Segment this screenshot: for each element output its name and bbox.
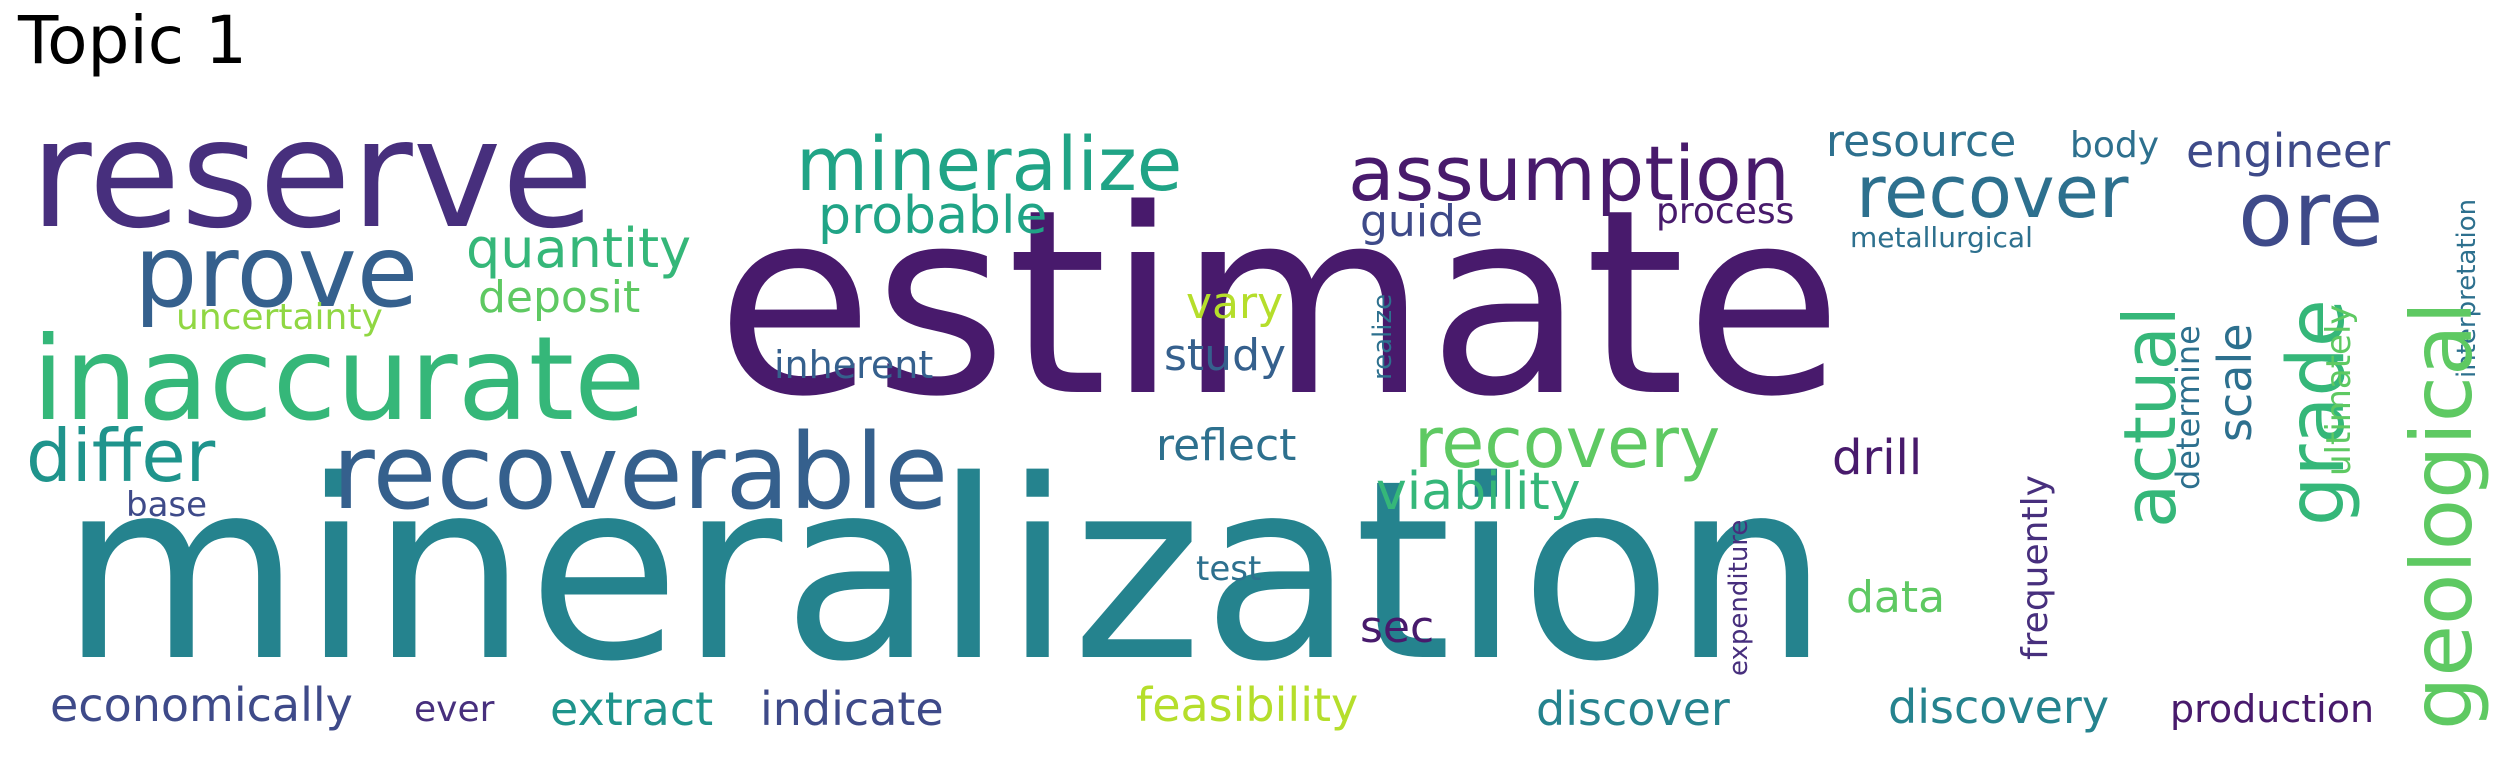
word-data: data (1846, 572, 1946, 623)
word-vary: vary (1186, 278, 1284, 329)
word-inaccurate: inaccurate (32, 312, 646, 447)
word-indicate: indicate (760, 682, 944, 736)
word-process: process (1656, 191, 1795, 232)
word-test: test (1196, 549, 1262, 589)
word-metallurgical: metallurgical (1850, 221, 2033, 254)
word-recovery: recovery (1414, 402, 1721, 484)
word-recover: recover (1856, 150, 2129, 234)
word-reflect: reflect (1156, 420, 1297, 471)
word-study: study (1164, 330, 1287, 381)
word-extract: extract (550, 682, 714, 736)
word-geological: geological (2393, 301, 2491, 730)
chart-title: Topic 1 (18, 2, 247, 79)
word-inherent: inherent (774, 343, 934, 387)
word-estimate: estimate (716, 155, 1843, 453)
word-sec: sec (1360, 602, 1435, 653)
word-feasibility: feasibility (1136, 678, 1359, 732)
word-drill: drill (1832, 430, 1923, 486)
word-guide: guide (1360, 196, 1484, 247)
word-prove: prove (134, 213, 419, 330)
word-assumption: assumption (1348, 129, 1790, 218)
word-recoverable: recoverable (332, 411, 949, 533)
word-deposit: deposit (478, 272, 641, 323)
word-discover: discover (1536, 682, 1730, 736)
word-economically: economically (50, 678, 353, 732)
word-ore: ore (2238, 162, 2384, 267)
word-discovery: discovery (1888, 680, 2110, 734)
word-resource: resource (1826, 116, 2017, 167)
word-base: base (126, 485, 208, 525)
word-viability: viability (1376, 462, 1581, 522)
word-uncertainty: uncertainty (176, 297, 383, 338)
word-probable: probable (818, 186, 1048, 246)
word-scale: scale (2208, 323, 2262, 442)
word-frequently: frequently (2015, 475, 2056, 660)
word-ultimately: ultimately (2319, 304, 2359, 476)
word-mineralize: mineralize (796, 122, 1183, 208)
word-differ: differ (26, 414, 216, 498)
word-ever: ever (414, 689, 495, 730)
word-determine: determine (2169, 325, 2207, 490)
word-production: production (2170, 687, 2375, 731)
word-expenditure: expenditure (1724, 519, 1754, 676)
word-reserve: reserve (30, 88, 594, 262)
word-body: body (2070, 125, 2160, 166)
word-engineer: engineer (2186, 124, 2391, 178)
word-realize: realize (1368, 293, 1398, 380)
word-mineralization: mineralization (60, 428, 1830, 716)
word-quantity: quantity (466, 217, 692, 280)
